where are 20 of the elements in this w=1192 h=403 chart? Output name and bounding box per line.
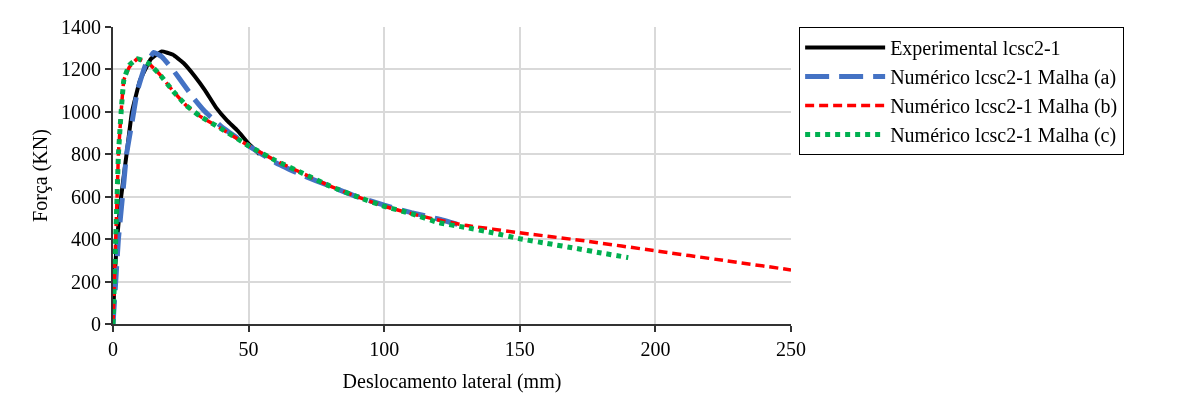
legend-label: Numérico lcsc2-1 Malha (a) <box>890 66 1117 90</box>
y-tick-label: 1000 <box>61 100 101 123</box>
x-tick-label: 50 <box>238 338 259 360</box>
y-tick-label: 600 <box>71 185 101 208</box>
x-tick-label: 0 <box>108 338 118 360</box>
y-tick-label: 1400 <box>61 16 101 38</box>
x-tick-label: 100 <box>369 338 400 360</box>
y-tick-label: 200 <box>71 270 101 293</box>
legend-label: Numérico lcsc2-1 Malha (b) <box>890 95 1118 119</box>
x-axis-title: Deslocamento lateral (mm) <box>342 370 562 393</box>
y-tick-label: 0 <box>91 313 101 335</box>
legend-label: Numérico lcsc2-1 Malha (c) <box>890 124 1117 148</box>
y-tick-label: 1200 <box>61 58 101 81</box>
x-tick-label: 150 <box>504 338 535 360</box>
x-tick-label: 200 <box>640 338 671 360</box>
y-axis-title: Força (KN) <box>29 129 52 222</box>
legend-label: Experimental lcsc2-1 <box>890 37 1061 61</box>
y-tick-label: 800 <box>71 143 101 166</box>
x-tick-label: 250 <box>776 338 806 360</box>
y-tick-label: 400 <box>71 228 101 251</box>
